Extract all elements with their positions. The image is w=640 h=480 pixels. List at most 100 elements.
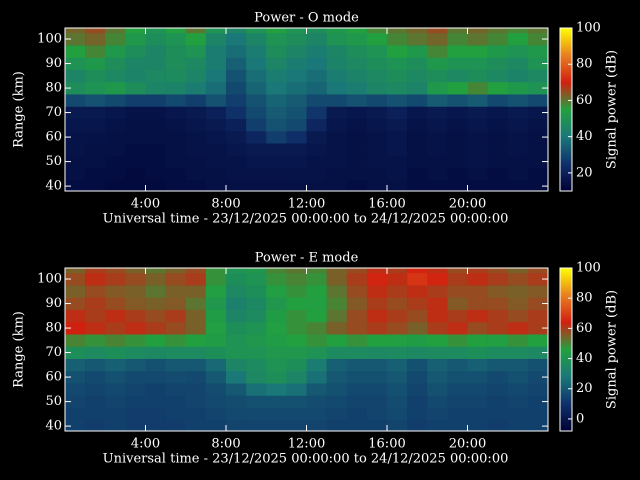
heatmap-cell <box>326 395 348 409</box>
heatmap-cell <box>85 272 106 286</box>
heatmap-cell <box>185 130 207 144</box>
heatmap-cell <box>487 358 509 372</box>
heatmap-cell <box>65 45 86 58</box>
heatmap-cell <box>286 130 307 144</box>
heatmap-cell <box>145 57 166 70</box>
heatmap-cell <box>65 309 86 323</box>
colorbar-label: Signal power (dB) <box>605 290 620 409</box>
heatmap-cell <box>407 321 428 335</box>
heatmap-cell <box>185 155 207 169</box>
heatmap-cell <box>467 143 488 156</box>
panel: Power - O mode 40 50 60 70 80 90 100 4:00 8:00 12:… <box>12 11 620 227</box>
heatmap-cell <box>527 106 548 119</box>
heatmap-cell <box>467 321 488 335</box>
heatmap-cell <box>205 297 227 310</box>
heatmap-cell <box>326 32 348 46</box>
heatmap-cell <box>427 395 448 409</box>
heatmap-cell <box>246 130 267 144</box>
heatmap-cell <box>427 81 448 95</box>
heatmap-cell <box>185 395 207 409</box>
heatmap-cell <box>246 57 267 70</box>
heatmap-cell <box>507 179 529 191</box>
heatmap-cell <box>467 155 488 169</box>
heatmap-cell <box>286 272 307 286</box>
heatmap-cell <box>145 28 166 34</box>
heatmap-cell <box>266 130 287 144</box>
heatmap-cell <box>145 69 166 83</box>
heatmap-cell <box>366 297 388 310</box>
heatmap-cell <box>527 32 548 46</box>
heatmap-cell <box>366 118 388 132</box>
heatmap-cell <box>507 370 529 384</box>
heatmap-cell <box>407 69 428 83</box>
heatmap-cell <box>447 395 468 409</box>
heatmap-cell <box>165 334 187 347</box>
heatmap-cell <box>507 419 529 431</box>
heatmap-cell <box>407 94 428 107</box>
heatmap-cell <box>85 268 106 274</box>
heatmap-cell <box>447 334 468 347</box>
heatmap-cell <box>185 297 207 310</box>
heatmap-cell <box>346 346 368 359</box>
heatmap-cell <box>387 94 408 107</box>
heatmap-cell <box>65 358 86 372</box>
heatmap-cell <box>427 94 448 107</box>
heatmap-cell <box>85 309 106 323</box>
heatmap-cell <box>527 370 548 384</box>
heatmap-cell <box>346 419 368 431</box>
colorbar-tick-label: 60 <box>576 321 593 336</box>
heatmap-cell <box>85 167 106 181</box>
heatmap-cell <box>326 94 348 107</box>
heatmap-cell <box>226 106 247 119</box>
colorbar-frame <box>559 27 573 192</box>
heatmap-cell <box>507 334 529 347</box>
heatmap-cell <box>65 395 86 409</box>
x-tick-label: 16:00 <box>368 437 405 452</box>
heatmap-cell <box>407 45 428 58</box>
heatmap-cell <box>346 285 368 298</box>
heatmap-cell <box>326 407 348 421</box>
heatmap-cell <box>286 297 307 310</box>
heatmap-cell <box>266 383 287 396</box>
heatmap-cell <box>185 321 207 335</box>
heatmap-cell <box>85 57 106 70</box>
heatmap-cell <box>366 407 388 421</box>
heatmap-cell <box>427 285 448 298</box>
heatmap-cell <box>366 358 388 372</box>
heatmap-cell <box>487 383 509 396</box>
heatmap-cell <box>185 407 207 421</box>
heatmap-cell <box>467 81 488 95</box>
heatmap-cell <box>226 370 247 384</box>
heatmap-cell <box>306 167 327 181</box>
heatmap-cell <box>346 407 368 421</box>
heatmap-cell <box>246 419 267 431</box>
heatmap-cell <box>387 28 408 34</box>
heatmap-cell <box>145 370 166 384</box>
heatmap-cell <box>246 28 267 34</box>
heatmap-cell <box>165 57 187 70</box>
heatmap-cell <box>467 118 488 132</box>
heatmap-cell <box>125 69 146 83</box>
y-tick-label: 80 <box>45 321 62 336</box>
heatmap-cell <box>226 143 247 156</box>
heatmap-cell <box>507 285 529 298</box>
heatmap-cell <box>145 395 166 409</box>
heatmap-cell <box>427 179 448 191</box>
heatmap-cell <box>326 272 348 286</box>
heatmap-cell <box>427 45 448 58</box>
heatmap-cell <box>527 155 548 169</box>
heatmap-cell <box>326 130 348 144</box>
heatmap-cell <box>125 179 146 191</box>
heatmap-cell <box>306 346 327 359</box>
colorbar-tick-label: 20 <box>576 165 593 180</box>
heatmap-cell <box>407 32 428 46</box>
heatmap-cell <box>125 32 146 46</box>
heatmap-cell <box>346 167 368 181</box>
heatmap-cell <box>266 106 287 119</box>
heatmap-cell <box>205 395 227 409</box>
heatmap-cell <box>226 69 247 83</box>
heatmap-cell <box>387 155 408 169</box>
heatmap-cell <box>407 285 428 298</box>
x-axis-label: Universal time - 23/12/2025 00:00:00 to … <box>103 212 509 227</box>
y-tick-label: 40 <box>45 419 62 434</box>
